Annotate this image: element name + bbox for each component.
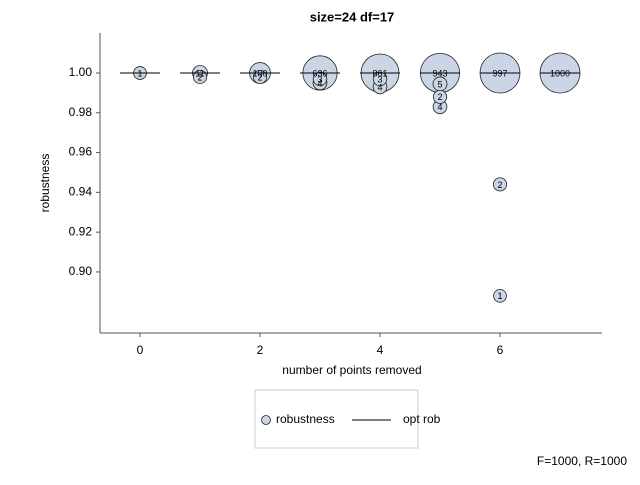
bubble-label: 2: [497, 180, 502, 190]
y-axis-label: robustness: [38, 154, 52, 213]
bubble-label: 11: [195, 68, 204, 78]
x-tick-label: 4: [377, 343, 384, 357]
y-tick-label: 1.00: [69, 65, 93, 79]
y-tick-label: 0.94: [69, 185, 93, 199]
bubble-label: 997: [492, 68, 507, 78]
bubble-label: 100: [252, 68, 267, 78]
bubble-label: 2: [198, 72, 203, 82]
bubble: [192, 69, 208, 84]
x-tick-label: 0: [137, 343, 144, 357]
legend-marker: [261, 415, 271, 425]
y-tick-label: 0.92: [69, 224, 93, 238]
x-tick-label: 6: [497, 343, 504, 357]
bubble: [252, 69, 268, 84]
bubble: [372, 71, 388, 87]
bubble-label: 943: [432, 68, 447, 78]
footnote: F=1000, R=1000: [537, 454, 627, 468]
legend-label: opt rob: [403, 412, 441, 426]
bubble-label: 861: [372, 68, 387, 78]
legend-label: robustness: [276, 412, 335, 426]
bubble-label: 1: [497, 291, 502, 301]
legend: [254, 389, 419, 449]
y-tick-label: 0.96: [69, 145, 93, 159]
x-axis-label: number of points removed: [282, 363, 421, 377]
bubble-label: 4: [437, 102, 442, 112]
bubble-label: 2: [258, 72, 263, 82]
bubble: [492, 177, 508, 192]
bubble-label: 3: [378, 74, 383, 84]
bubble: [493, 288, 507, 303]
y-tick-label: 0.90: [69, 264, 93, 278]
bubble-label: 1000: [550, 68, 570, 78]
bubble-label: 4: [318, 78, 323, 88]
bubble-label: 2: [437, 92, 442, 102]
bubble: [312, 71, 328, 87]
bubble-label: 1: [138, 68, 143, 78]
chart-title: size=24 df=17: [310, 9, 395, 24]
y-tick-label: 0.98: [69, 105, 93, 119]
bubble-label: 5: [437, 79, 442, 89]
x-tick-label: 2: [257, 343, 264, 357]
bubble: [432, 89, 448, 104]
bubble-label: 636: [312, 68, 327, 78]
bubble-label: 3: [318, 74, 323, 84]
bubble-label: 4: [378, 82, 383, 92]
